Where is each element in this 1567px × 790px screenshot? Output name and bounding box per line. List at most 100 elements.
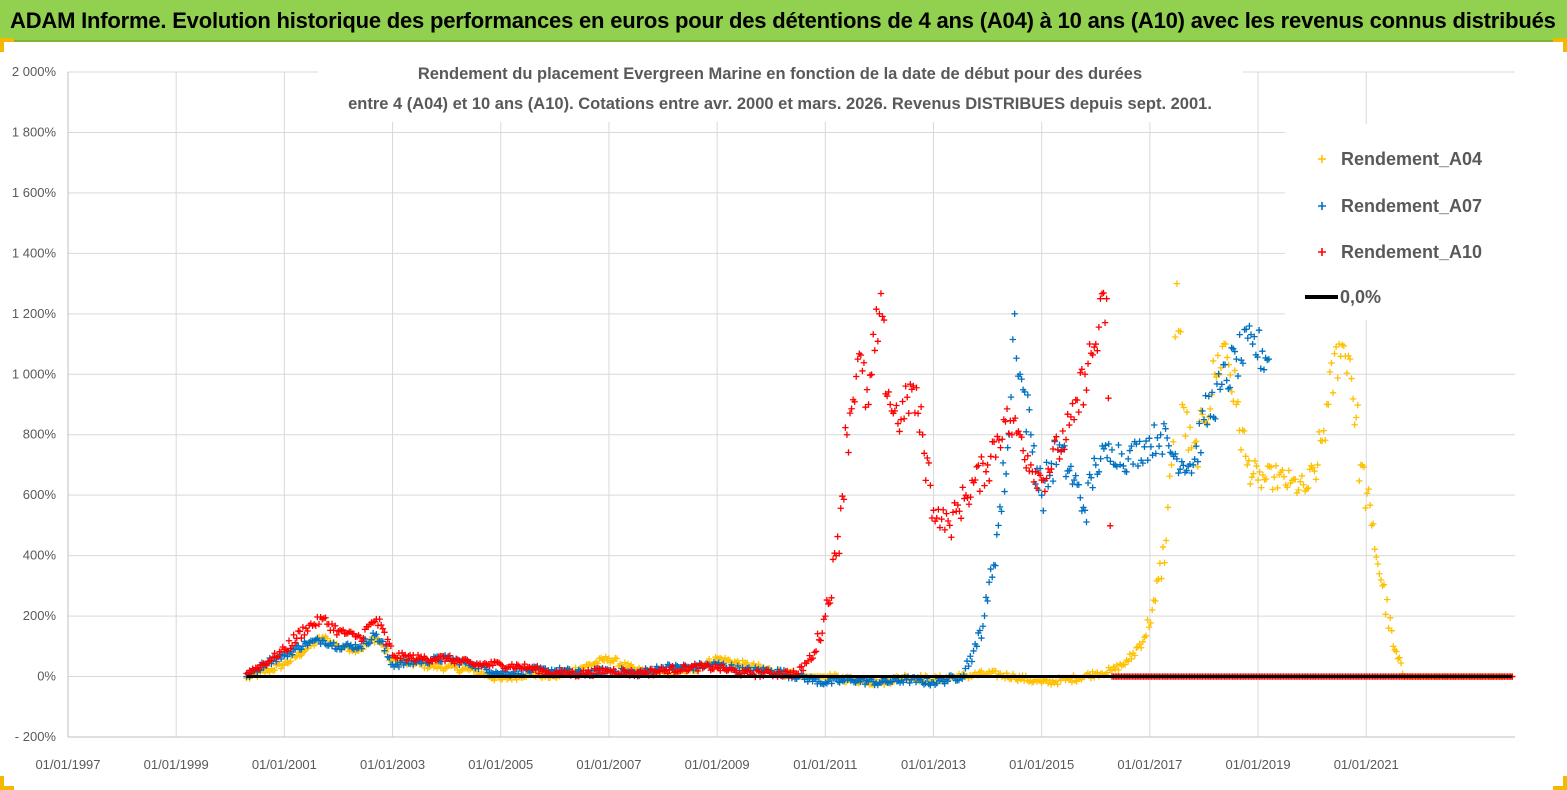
data-point bbox=[1149, 452, 1156, 459]
data-point bbox=[1312, 476, 1320, 483]
data-point bbox=[299, 624, 307, 631]
data-point bbox=[1388, 627, 1395, 634]
data-point bbox=[330, 639, 337, 647]
data-point bbox=[1247, 480, 1254, 488]
performance-chart: Rendement du placement Evergreen Marine … bbox=[12, 56, 1516, 772]
data-point bbox=[990, 438, 998, 446]
data-point bbox=[565, 669, 573, 676]
data-point bbox=[1131, 652, 1138, 659]
data-point bbox=[1080, 504, 1087, 511]
data-point bbox=[1183, 467, 1190, 474]
legend-item: Rendement_A04 bbox=[1318, 149, 1482, 169]
data-point bbox=[1176, 465, 1184, 473]
data-point bbox=[834, 533, 841, 540]
data-point bbox=[1197, 449, 1205, 456]
data-point bbox=[1236, 331, 1243, 338]
data-point bbox=[381, 647, 388, 654]
data-point bbox=[998, 508, 1005, 515]
data-point bbox=[1334, 374, 1341, 382]
data-point bbox=[978, 453, 985, 461]
data-point bbox=[1145, 623, 1153, 631]
data-point bbox=[894, 420, 902, 427]
y-tick-label: 1 800% bbox=[12, 124, 57, 139]
data-point bbox=[1148, 606, 1156, 614]
data-point bbox=[1115, 666, 1122, 674]
data-point bbox=[1206, 405, 1214, 413]
y-tick-label: - 200% bbox=[15, 729, 57, 744]
data-point bbox=[1070, 476, 1078, 484]
data-point bbox=[395, 663, 403, 671]
data-point bbox=[992, 453, 999, 461]
data-point bbox=[1086, 471, 1093, 478]
data-point bbox=[532, 666, 539, 674]
data-point bbox=[1227, 371, 1234, 379]
data-point bbox=[896, 428, 903, 435]
data-point bbox=[978, 667, 985, 675]
y-tick-label: 1 200% bbox=[12, 306, 57, 321]
data-point bbox=[1362, 504, 1369, 512]
data-point bbox=[1269, 486, 1276, 493]
data-point bbox=[1188, 444, 1195, 452]
data-point bbox=[1144, 456, 1151, 464]
data-point bbox=[967, 493, 974, 501]
data-point bbox=[799, 667, 807, 674]
data-point bbox=[1003, 405, 1011, 413]
data-point bbox=[1231, 348, 1238, 355]
data-point bbox=[836, 550, 843, 557]
data-point bbox=[1162, 425, 1169, 432]
data-point bbox=[1026, 406, 1033, 413]
data-point bbox=[669, 663, 676, 670]
data-point bbox=[621, 659, 629, 666]
data-point bbox=[1259, 347, 1266, 355]
data-point bbox=[381, 629, 388, 636]
data-point bbox=[856, 350, 863, 357]
data-point bbox=[857, 351, 865, 359]
data-point bbox=[1196, 420, 1203, 427]
data-point bbox=[846, 409, 854, 417]
grid-lines bbox=[67, 71, 1515, 738]
data-point bbox=[1218, 381, 1226, 388]
data-point bbox=[277, 665, 285, 672]
data-point bbox=[1397, 659, 1405, 667]
data-point bbox=[413, 656, 420, 663]
x-axis: 01/01/1997 01/01/1999 01/01/2001 01/01/2003… bbox=[35, 757, 1398, 772]
frame-corner-top-left bbox=[0, 38, 14, 52]
y-tick-label: 800% bbox=[23, 427, 57, 442]
data-point bbox=[1157, 431, 1164, 438]
data-point bbox=[1084, 360, 1092, 367]
data-point bbox=[284, 653, 291, 660]
data-point bbox=[1074, 396, 1081, 404]
data-point bbox=[943, 510, 950, 517]
chart-title-line-2: entre 4 (A04) et 10 ans (A10). Cotations… bbox=[348, 95, 1212, 113]
data-point bbox=[951, 499, 958, 507]
data-point bbox=[1024, 452, 1031, 460]
chart-title-background bbox=[318, 56, 1243, 122]
data-point bbox=[906, 679, 913, 687]
data-point bbox=[1033, 485, 1041, 492]
data-point bbox=[1102, 442, 1109, 449]
data-point bbox=[927, 482, 934, 489]
data-point bbox=[521, 660, 528, 668]
data-point bbox=[1038, 491, 1045, 499]
data-point bbox=[981, 482, 988, 489]
data-point bbox=[1008, 431, 1016, 438]
data-point bbox=[1234, 398, 1242, 405]
data-point bbox=[1228, 388, 1235, 396]
data-point bbox=[944, 517, 952, 525]
x-tick-label: 01/01/2001 bbox=[252, 757, 317, 772]
y-tick-label: 400% bbox=[23, 548, 57, 563]
data-point bbox=[1207, 413, 1214, 420]
data-point bbox=[1027, 431, 1035, 438]
x-tick-label: 01/01/2013 bbox=[901, 757, 966, 772]
data-point bbox=[1097, 295, 1104, 302]
data-point bbox=[750, 660, 757, 667]
data-point bbox=[848, 405, 855, 412]
data-point bbox=[1188, 469, 1195, 477]
data-point bbox=[1220, 340, 1228, 347]
data-point bbox=[1001, 488, 1008, 495]
data-point bbox=[1078, 507, 1086, 515]
data-point bbox=[1094, 669, 1101, 676]
data-point bbox=[451, 660, 458, 667]
data-point bbox=[1221, 361, 1229, 368]
data-point bbox=[312, 622, 319, 629]
